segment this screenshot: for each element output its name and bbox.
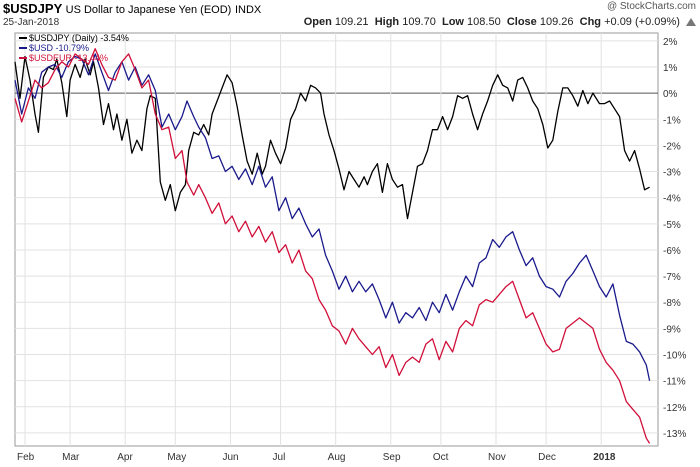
close-value: 109.26 [539,16,574,28]
y-axis: 2% 1% 0% -1% -2% -3% -4% -5% -6% -7% -8% -9% -10% -11… [663,37,686,440]
quote-line: Open 109.21 High 109.70 Low 108.50 Close… [304,16,696,28]
y-tick-label: -11% [663,377,686,388]
chg-value: +0.09 (+0.09%) [604,16,680,28]
plot-frame [14,32,659,447]
y-tick-label: -8% [663,298,681,309]
x-tick-label: Aug [328,452,346,463]
open-label: Open [303,16,332,28]
x-tick-label: Feb [17,452,35,463]
close-label: Close [506,16,537,28]
x-tick-label: Apr [117,452,133,463]
x-tick-label: Sep [383,452,401,463]
x-tick-label: Nov [488,452,506,463]
y-tick-label: -10% [663,351,686,362]
y-tick-label: 1% [663,63,678,74]
low-value: 108.50 [467,16,501,28]
legend: $USDJPY (Daily) -3.54%$USD -10.79%$USDEU… [19,33,129,63]
grid [15,33,658,446]
chart-header: $USDJPY US Dollar to Japanese Yen (EOD) … [0,0,700,30]
open-value: 109.21 [334,16,369,28]
y-tick-label: 2% [663,37,678,48]
y-tick-label: -7% [663,272,681,283]
chg-label: Chg [579,16,602,28]
x-axis: Feb Mar Apr May Jun Jul Aug Sep Oct Nov Dec 2018 [17,452,616,463]
series-lines [14,48,651,444]
x-tick-label: 2018 [593,452,616,463]
watermark: @ StockCharts.com [606,1,696,12]
series-line-2 [14,48,651,444]
symbol-title: $USDJPY US Dollar to Japanese Yen (EOD) … [3,1,261,16]
y-tick-label: 0% [663,89,678,100]
series-line-0 [14,55,650,220]
y-tick-label: -1% [663,115,681,126]
y-tick-label: -5% [663,220,681,231]
x-tick-label: Dec [538,452,556,463]
x-tick-label: Mar [62,452,80,463]
y-tick-label: -13% [663,429,686,440]
legend-item: $USDJPY (Daily) -3.54% [29,33,129,43]
legend-item: $USDEUR -13.44% [29,53,108,63]
y-tick-label: -3% [663,168,681,179]
y-tick-label: -9% [663,324,681,335]
legend-item: $USD -10.79% [29,43,89,53]
low-label: Low [441,16,464,28]
x-tick-label: Oct [433,452,449,463]
date-label: 25-Jan-2018 [3,17,60,28]
x-tick-label: Jun [222,452,238,463]
symbol: $USDJPY [3,1,63,16]
up-arrow-icon [686,18,696,26]
y-tick-label: -6% [663,246,681,257]
y-tick-label: -12% [663,403,686,414]
high-label: High [374,16,400,28]
x-tick-label: May [167,452,186,463]
x-tick-label: Jul [273,452,286,463]
symbol-description: US Dollar to Japanese Yen (EOD) [65,4,232,16]
y-tick-label: -2% [663,141,681,152]
exchange: INDX [234,4,262,16]
high-value: 109.70 [402,16,436,28]
y-tick-label: -4% [663,194,681,205]
